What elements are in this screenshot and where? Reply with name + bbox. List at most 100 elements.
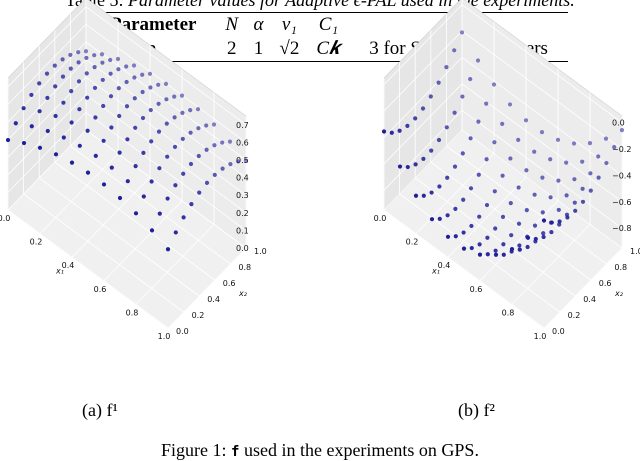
scatter-point bbox=[429, 190, 434, 195]
grid-line bbox=[383, 129, 463, 211]
scatter-point bbox=[452, 164, 458, 169]
grid-line bbox=[85, 6, 247, 126]
grid-line bbox=[383, 83, 463, 165]
scatter-point bbox=[125, 137, 130, 142]
scatter-point bbox=[523, 118, 529, 123]
table-value-n: 2 bbox=[226, 38, 237, 59]
grid-line bbox=[7, 129, 87, 211]
scatter-point bbox=[181, 171, 186, 176]
scatter-point bbox=[421, 193, 426, 198]
scatter-point bbox=[100, 77, 105, 83]
scatter-point bbox=[76, 50, 81, 55]
scatter-point bbox=[45, 95, 50, 101]
scatter-point bbox=[484, 157, 489, 162]
scatter-point bbox=[604, 160, 609, 166]
scatter-point bbox=[524, 168, 529, 173]
scatter-point bbox=[501, 242, 506, 247]
scatter-point bbox=[60, 74, 66, 79]
scatter-point bbox=[141, 150, 146, 155]
grid-line bbox=[54, 161, 216, 281]
scatter-point bbox=[571, 141, 577, 146]
scatter-point bbox=[133, 164, 138, 169]
scatter-point bbox=[117, 150, 122, 155]
y-axis-label: x₂ bbox=[614, 289, 624, 298]
scatter-point bbox=[164, 121, 169, 126]
scatter-point bbox=[101, 138, 106, 143]
scatter-point bbox=[99, 52, 105, 57]
scatter-point bbox=[173, 230, 178, 235]
scatter-point bbox=[132, 75, 137, 80]
y-tick-label: 0.0 bbox=[552, 327, 565, 336]
scatter-point bbox=[492, 140, 497, 145]
z-tick-label: −0.6 bbox=[612, 198, 631, 207]
scatter-point bbox=[243, 158, 249, 163]
scatter-point bbox=[21, 106, 26, 111]
scatter-point bbox=[493, 252, 499, 257]
scatter-point bbox=[508, 200, 513, 206]
scatter-point bbox=[452, 48, 457, 53]
scatter-point bbox=[140, 115, 146, 121]
scatter-point bbox=[140, 72, 145, 77]
scatter-point bbox=[61, 100, 66, 105]
scatter-point bbox=[413, 116, 418, 121]
grid-line bbox=[447, 176, 527, 258]
scatter-point bbox=[77, 143, 82, 148]
z-tick-label: 0.6 bbox=[236, 138, 249, 147]
scatter-point bbox=[76, 79, 82, 84]
scatter-point bbox=[53, 84, 58, 89]
scatter-point bbox=[188, 161, 194, 167]
scatter-point bbox=[580, 199, 586, 204]
scatter-point bbox=[45, 128, 50, 134]
scatter-point bbox=[445, 234, 451, 239]
grid-line bbox=[85, 59, 247, 178]
scatter-point bbox=[572, 177, 577, 182]
scatter-point bbox=[500, 173, 505, 178]
scatter-point bbox=[140, 89, 145, 95]
table-value-v1: √2 bbox=[279, 38, 300, 59]
scatter-point bbox=[76, 60, 81, 65]
scatter-point bbox=[125, 179, 130, 184]
scatter-point bbox=[132, 96, 137, 101]
grid-line bbox=[70, 145, 231, 265]
grid-line bbox=[543, 247, 623, 329]
scatter-point bbox=[525, 244, 530, 250]
scatter-point bbox=[397, 128, 402, 133]
scatter-point bbox=[133, 211, 139, 216]
scatter-point bbox=[133, 125, 138, 130]
scatter-point bbox=[445, 175, 450, 180]
grid-line bbox=[7, 94, 87, 176]
scatter-point bbox=[516, 221, 522, 226]
grid-line bbox=[7, 41, 87, 123]
scatter-point bbox=[541, 234, 546, 240]
y-tick-label: 0.0 bbox=[176, 327, 189, 336]
y-tick-label: 0.8 bbox=[614, 263, 627, 272]
table-header-c1: C₁ bbox=[318, 14, 339, 35]
scatter-point bbox=[92, 85, 98, 91]
scatter-point bbox=[461, 197, 466, 202]
scatter-point bbox=[588, 171, 593, 176]
scatter-point bbox=[612, 145, 617, 150]
x-tick-label: 0.8 bbox=[126, 308, 139, 317]
scatter-point bbox=[389, 130, 394, 135]
grid-line bbox=[71, 176, 151, 258]
scatter-point bbox=[84, 71, 89, 76]
scatter-point bbox=[228, 162, 233, 167]
x-tick-label: 0.6 bbox=[470, 285, 483, 294]
scatter-point bbox=[101, 103, 106, 109]
scatter-point bbox=[437, 216, 442, 221]
scatter-point bbox=[532, 223, 538, 228]
scatter-point bbox=[37, 145, 43, 150]
scatter-point bbox=[588, 188, 593, 193]
figure-caption-text: used in the experiments on GPS. bbox=[243, 440, 479, 460]
scatter-point bbox=[532, 192, 537, 197]
scatter-point bbox=[573, 208, 578, 213]
z-tick-label: 0.4 bbox=[236, 174, 249, 183]
scatter-point bbox=[108, 71, 113, 76]
scatter-point bbox=[436, 80, 441, 85]
scatter-point bbox=[461, 230, 466, 235]
scatter-point bbox=[116, 67, 121, 72]
scatter-point bbox=[539, 129, 545, 135]
table-value-c1: C𝒌 bbox=[316, 38, 341, 59]
scatter-point bbox=[485, 252, 490, 257]
scatter-point bbox=[180, 110, 185, 115]
